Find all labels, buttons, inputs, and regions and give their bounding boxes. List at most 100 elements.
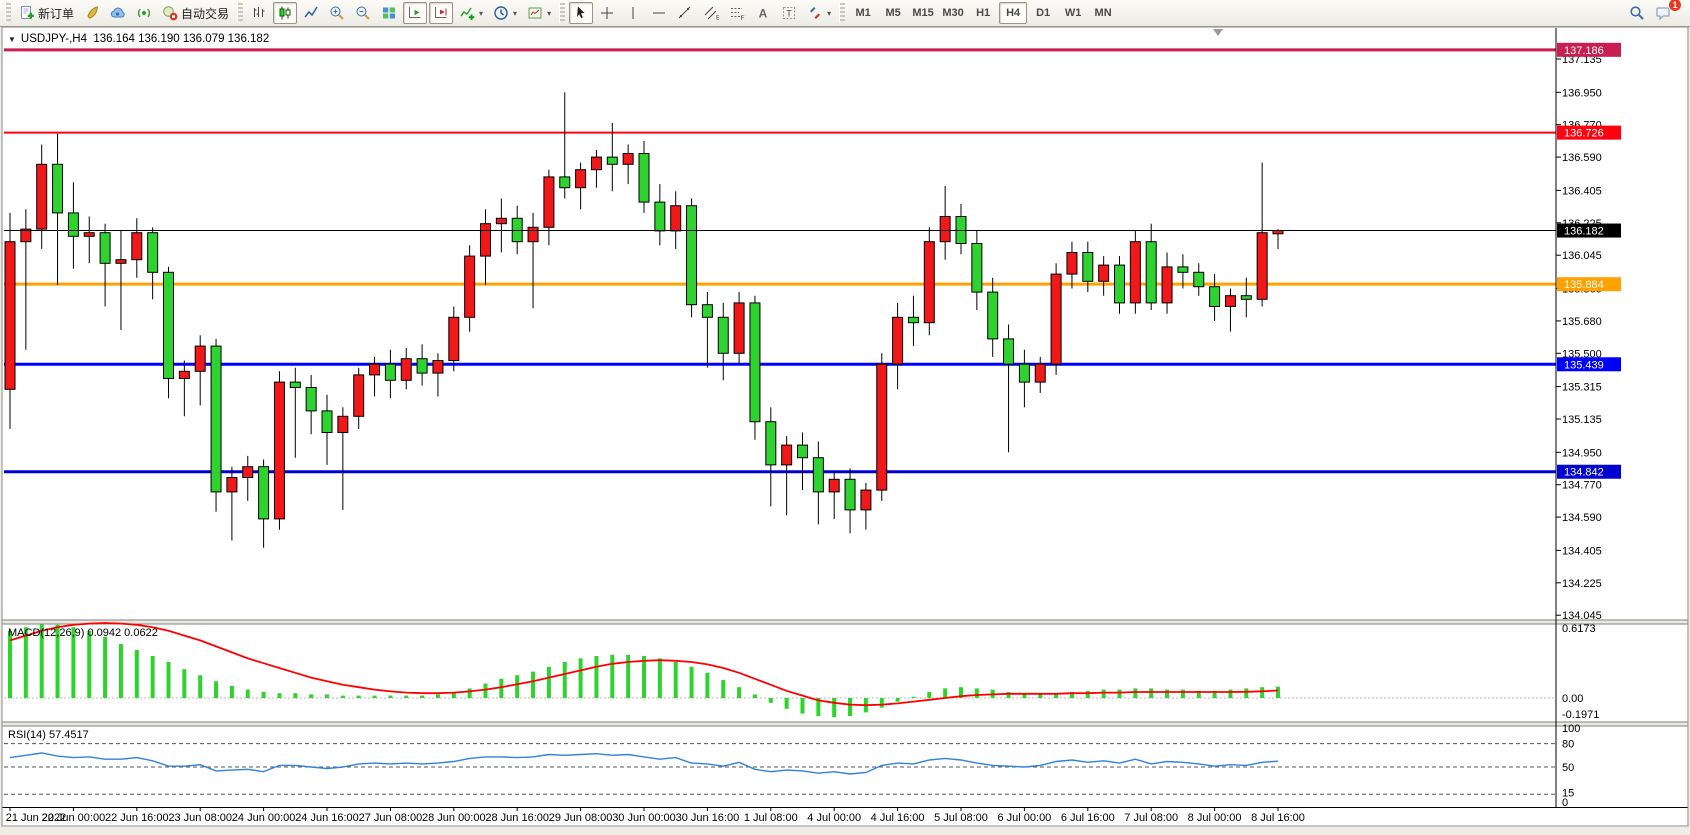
svg-text:136.182: 136.182 [1564, 226, 1604, 238]
toolbar-gripper[interactable] [5, 3, 11, 23]
svg-text:24 Jun 00:00: 24 Jun 00:00 [232, 812, 296, 824]
crosshair-tool-button[interactable] [595, 2, 619, 24]
svg-text:29 Jun 08:00: 29 Jun 08:00 [549, 812, 613, 824]
svg-text:21 Jun 2022: 21 Jun 2022 [6, 812, 67, 824]
new-order-button[interactable]: 新订单 [15, 2, 78, 24]
clock-icon [494, 6, 508, 20]
svg-text:0.6173: 0.6173 [1562, 623, 1596, 635]
mql5-community-button[interactable] [106, 2, 130, 24]
svg-text:134.225: 134.225 [1562, 578, 1602, 590]
search-icon [1630, 6, 1644, 20]
zoom-in-icon [330, 6, 344, 20]
svg-text:136.045: 136.045 [1562, 250, 1602, 262]
indicators-icon [460, 7, 475, 20]
toolbar-gripper[interactable] [237, 3, 244, 23]
svg-text:0.00: 0.00 [1562, 693, 1583, 705]
tab-timeframe-m15[interactable]: M15 [909, 2, 937, 24]
zoom-in-button[interactable] [325, 2, 349, 24]
tab-timeframe-h1[interactable]: H1 [969, 2, 997, 24]
svg-text:A: A [759, 7, 768, 21]
window-frame [1, 26, 1689, 827]
radio-icon [138, 8, 151, 18]
chart-window: 137.135136.950136.770136.590136.405136.2… [0, 26, 1690, 835]
toolbar-gripper[interactable] [559, 3, 566, 23]
one-click-toggle-icon[interactable]: ▼ [8, 35, 16, 44]
svg-text:8 Jul 16:00: 8 Jul 16:00 [1251, 812, 1305, 824]
svg-text:134.590: 134.590 [1562, 512, 1602, 524]
tab-timeframe-mn[interactable]: MN [1089, 2, 1117, 24]
macd-pane[interactable] [4, 622, 1556, 718]
rsi-pane[interactable] [4, 743, 1556, 795]
cursor-tool-button[interactable] [569, 2, 594, 24]
toolbar-gripper[interactable] [839, 3, 846, 23]
svg-text:0: 0 [1562, 797, 1568, 809]
svg-text:30 Jun 00:00: 30 Jun 00:00 [612, 812, 676, 824]
horizontal-line-icon [653, 12, 666, 14]
fibonacci-tool-button[interactable]: F [725, 2, 749, 24]
svg-text:134.405: 134.405 [1562, 545, 1602, 557]
svg-text:28 Jun 16:00: 28 Jun 16:00 [485, 812, 549, 824]
svg-text:4 Jul 00:00: 4 Jul 00:00 [807, 812, 861, 824]
channel-tool-button[interactable]: E [699, 2, 723, 24]
autotrading-button[interactable]: 自动交易 [158, 2, 233, 24]
svg-text:136.405: 136.405 [1562, 185, 1602, 197]
price-axis[interactable]: 137.135136.950136.770136.590136.405136.2… [1556, 42, 1621, 809]
svg-text:137.186: 137.186 [1564, 45, 1604, 57]
tab-timeframe-m1[interactable]: M1 [849, 2, 877, 24]
main-toolbar: 新订单 自动交易 [0, 0, 1690, 27]
tab-timeframe-d1[interactable]: D1 [1029, 2, 1057, 24]
equidistant-channel-icon: E [704, 6, 719, 22]
svg-text:136.950: 136.950 [1562, 87, 1602, 99]
candlestick-chart-button[interactable] [273, 2, 298, 24]
metaeditor-button[interactable] [80, 2, 104, 24]
timeframe-label: M30 [942, 7, 964, 19]
text-icon: A [759, 7, 768, 21]
label-tool-button[interactable]: T [777, 2, 801, 24]
search-button[interactable] [1625, 2, 1649, 24]
fibonacci-icon: F [731, 8, 745, 21]
tab-timeframe-m5[interactable]: M5 [879, 2, 907, 24]
auto-scroll-icon [409, 7, 421, 18]
svg-text:6 Jul 16:00: 6 Jul 16:00 [1061, 812, 1115, 824]
new-order-label: 新订单 [38, 6, 75, 21]
crosshair-icon [601, 7, 614, 19]
news-button[interactable] [132, 2, 156, 24]
tab-timeframe-h4[interactable]: H4 [999, 2, 1028, 24]
periods-button[interactable]: ▾ [489, 2, 521, 24]
svg-text:134.770: 134.770 [1562, 480, 1602, 492]
trendline-tool-button[interactable] [673, 2, 697, 24]
arrows-icon [810, 7, 821, 19]
svg-text:22 Jun 00:00: 22 Jun 00:00 [42, 812, 106, 824]
zoom-out-button[interactable] [351, 2, 375, 24]
tab-timeframe-w1[interactable]: W1 [1059, 2, 1087, 24]
timeframe-label: W1 [1064, 7, 1082, 19]
bar-chart-button[interactable] [247, 2, 271, 24]
svg-text:22 Jun 16:00: 22 Jun 16:00 [105, 812, 169, 824]
svg-text:E: E [716, 15, 719, 22]
chevron-down-icon: ▾ [513, 8, 518, 18]
svg-text:50: 50 [1562, 762, 1574, 774]
auto-scroll-button[interactable] [403, 2, 428, 24]
chevron-down-icon: ▾ [827, 8, 832, 18]
indicators-button[interactable]: ▾ [455, 2, 487, 24]
svg-text:30 Jun 16:00: 30 Jun 16:00 [676, 812, 740, 824]
svg-text:135.315: 135.315 [1562, 382, 1602, 394]
cursor-icon [577, 6, 585, 19]
new-order-icon [21, 6, 34, 19]
templates-button[interactable]: ▾ [523, 2, 555, 24]
tile-windows-button[interactable] [377, 2, 401, 24]
main-price-pane[interactable] [4, 29, 1556, 548]
svg-text:1 Jul 08:00: 1 Jul 08:00 [744, 812, 798, 824]
chart-shift-button[interactable] [429, 2, 454, 24]
vertical-line-tool-button[interactable] [621, 2, 645, 24]
symbol-timeframe-label: USDJPY-,H4 [20, 33, 87, 45]
line-chart-button[interactable] [299, 2, 323, 24]
ohlc-values: 136.164 136.190 136.079 136.182 [93, 33, 270, 45]
text-tool-button[interactable]: A [751, 2, 775, 24]
quill-icon [87, 6, 99, 19]
tab-timeframe-m30[interactable]: M30 [939, 2, 967, 24]
horizontal-line-tool-button[interactable] [647, 2, 671, 24]
arrows-tool-button[interactable]: ▾ [803, 2, 835, 24]
